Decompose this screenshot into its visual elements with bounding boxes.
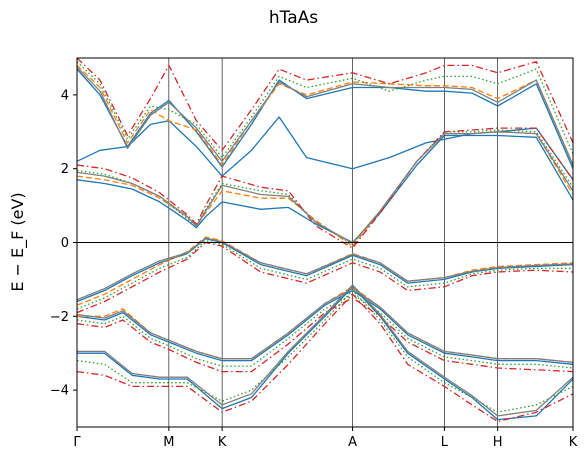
band-line-series-3-band-2 xyxy=(77,58,573,151)
chart-title: hTaAs xyxy=(268,8,319,28)
y-tick-label: 0 xyxy=(61,236,69,251)
band-line-series-2-band-4 xyxy=(77,289,573,413)
band-line-series-0-band-2 xyxy=(77,116,573,181)
band-line-series-4-band-0 xyxy=(77,237,573,301)
band-line-series-4-band-4 xyxy=(77,284,573,417)
y-tick-label: −4 xyxy=(50,384,69,399)
band-line-series-2-band-0 xyxy=(77,240,573,310)
x-tick-label: H xyxy=(493,435,503,450)
band-line-series-4-band-2 xyxy=(77,66,573,166)
x-tick-label: L xyxy=(441,435,449,450)
band-line-series-0-band-4 xyxy=(77,289,573,365)
band-line-series-0-band-1 xyxy=(77,134,573,244)
x-tick-label: K xyxy=(218,435,227,450)
x-tick-label: Γ xyxy=(73,435,81,450)
band-line-series-0-band-0 xyxy=(77,238,573,303)
band-line-series-2-band-2 xyxy=(77,61,573,159)
band-line-series-2-band-3 xyxy=(77,293,573,369)
band-line-series-3-band-0 xyxy=(77,241,573,314)
x-tick-label: A xyxy=(348,435,357,450)
y-tick-label: −2 xyxy=(50,310,69,325)
x-tick-label: M xyxy=(163,435,174,450)
y-tick-label: 4 xyxy=(61,88,69,103)
x-tick-label: K xyxy=(569,435,578,450)
band-line-series-3-band-4 xyxy=(77,293,573,423)
band-line-series-3-band-1 xyxy=(77,127,573,249)
y-tick-label: 2 xyxy=(61,162,69,177)
band-line-series-4-band-1 xyxy=(77,131,573,244)
bands-group xyxy=(77,58,573,423)
band-line-series-3-band-3 xyxy=(77,297,573,373)
band-line-series-0-band-5 xyxy=(77,286,573,421)
band-line-series-4-band-3 xyxy=(77,287,573,364)
